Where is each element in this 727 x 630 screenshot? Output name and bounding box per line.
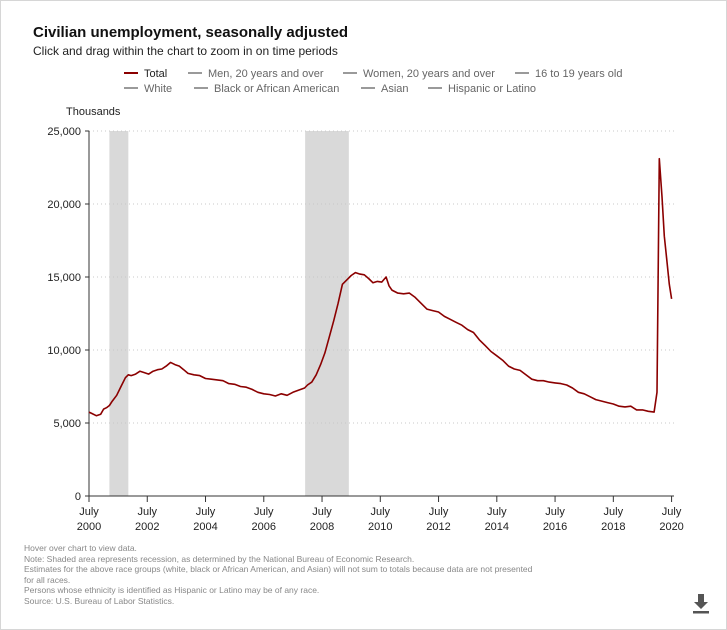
- legend-item-16-to-19-years-old[interactable]: 16 to 19 years old: [515, 68, 622, 80]
- legend-swatch: [343, 72, 357, 75]
- legend-swatch: [124, 87, 138, 90]
- x-tick-label-month: July: [79, 506, 99, 518]
- legend-swatch: [124, 72, 138, 75]
- y-tick-label: 20,000: [47, 199, 81, 211]
- y-tick-label: 25,000: [47, 126, 81, 138]
- legend-item-black-or-african-american[interactable]: Black or African American: [194, 83, 339, 95]
- note-hispanic: Persons whose ethnicity is identified as…: [24, 585, 320, 595]
- x-tick-label-month: July: [545, 506, 565, 518]
- x-tick-label-month: July: [137, 506, 157, 518]
- legend-label: Total: [144, 68, 168, 80]
- x-tick-label-month: July: [604, 506, 624, 518]
- x-tick-label-year: 2012: [426, 521, 450, 533]
- legend-item-hispanic-or-latino[interactable]: Hispanic or Latino: [428, 83, 536, 95]
- legend-label: 16 to 19 years old: [535, 68, 623, 80]
- legend-item-total[interactable]: Total: [124, 68, 167, 80]
- y-tick-label: 10,000: [47, 345, 81, 357]
- x-tick-label-month: July: [196, 506, 216, 518]
- note-source: Source: U.S. Bureau of Labor Statistics.: [24, 595, 175, 606]
- x-tick-label-year: 2016: [543, 521, 567, 533]
- series-line-total: [88, 157, 673, 417]
- legend-item-white[interactable]: White: [124, 83, 172, 95]
- chart-notes: Hover over chart to view data. Note: Sha…: [24, 543, 532, 606]
- legend-label: Black or African American: [214, 83, 340, 95]
- x-tick-label-year: 2004: [193, 521, 217, 533]
- x-tick-label-year: 2020: [659, 521, 683, 533]
- x-tick-label-year: 2002: [135, 521, 159, 533]
- legend-swatch: [515, 72, 529, 75]
- x-tick-label-year: 2008: [310, 521, 334, 533]
- note-race-2: for all races.: [24, 574, 71, 585]
- recession-band-2: [305, 131, 349, 496]
- y-tick-label: 0: [75, 491, 81, 503]
- x-tick-label-month: July: [429, 506, 449, 518]
- y-tick-label: 5,000: [53, 418, 81, 430]
- x-tick-label-year: 2006: [252, 521, 276, 533]
- legend-label: Asian: [381, 83, 409, 95]
- legend-item-asian[interactable]: Asian: [361, 83, 409, 95]
- legend-label: Men, 20 years and over: [208, 68, 324, 80]
- note-race-1: Estimates for the above race groups (whi…: [24, 564, 533, 574]
- legend-label: Women, 20 years and over: [363, 68, 495, 80]
- legend-swatch: [428, 87, 442, 90]
- x-tick-label-month: July: [371, 506, 391, 518]
- legend-item-men-20-years-and-over[interactable]: Men, 20 years and over: [188, 68, 324, 80]
- note-recession: Note: Shaded area represents recession, …: [24, 553, 415, 564]
- legend-swatch: [361, 87, 375, 90]
- x-tick-label-year: 2018: [601, 521, 625, 533]
- legend-label: Hispanic or Latino: [448, 83, 537, 95]
- x-tick-label-month: July: [487, 506, 507, 518]
- x-tick-label-year: 2014: [485, 521, 509, 533]
- y-tick-label: 15,000: [47, 272, 81, 284]
- x-tick-label-year: 2000: [77, 521, 101, 533]
- y-axis-unit-label: Thousands: [66, 106, 121, 118]
- legend-item-women-20-years-and-over[interactable]: Women, 20 years and over: [343, 68, 495, 80]
- x-tick-label-month: July: [254, 506, 274, 518]
- legend-swatch: [194, 87, 208, 90]
- legend-label: White: [144, 83, 173, 95]
- chart-title: Civilian unemployment, seasonally adjust…: [33, 24, 349, 41]
- x-tick-label-month: July: [312, 506, 332, 518]
- download-icon[interactable]: [690, 592, 712, 614]
- x-tick-label-year: 2010: [368, 521, 392, 533]
- note-hover: Hover over chart to view data.: [24, 543, 137, 553]
- legend-swatch: [188, 72, 202, 75]
- x-tick-label-month: July: [662, 506, 682, 518]
- chart-subtitle: Click and drag within the chart to zoom …: [33, 44, 338, 58]
- recession-band-1: [109, 131, 129, 496]
